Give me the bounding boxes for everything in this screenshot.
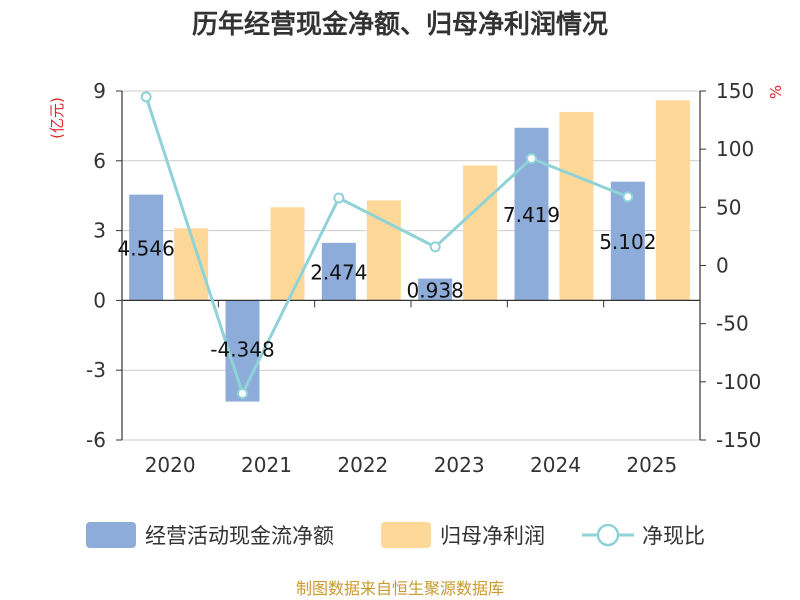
data-label-cash-flow: 0.938	[407, 278, 464, 302]
legend-swatch-ratio-marker	[596, 523, 620, 547]
right-tick-label: -150	[716, 428, 761, 452]
ratio-point	[622, 191, 634, 203]
legend-label-cash: 经营活动现金流净额	[145, 524, 334, 548]
right-tick-label: 50	[716, 195, 741, 219]
bar-net-profit	[366, 200, 401, 301]
data-label-cash-flow: 4.546	[118, 237, 175, 261]
data-label-cash-flow: 7.419	[503, 203, 560, 227]
data-label-cash-flow: 2.474	[310, 261, 367, 285]
ratio-point	[237, 387, 248, 399]
bar-cash-flow	[225, 300, 260, 402]
right-tick-label: -50	[716, 312, 749, 336]
legend-label-profit: 归母净利润	[440, 524, 545, 548]
tick-labels: 9 6 3 0 -3 -6 150 100 50 0 -50 -100 -150 2020 2021 2022…	[86, 79, 761, 477]
legend-swatch-profit	[381, 522, 431, 548]
right-tick-label: 150	[716, 79, 754, 103]
x-tick-label: 2023	[434, 453, 485, 477]
ratio-point	[429, 241, 441, 253]
right-axis-unit: %	[767, 85, 785, 99]
bar-net-profit	[463, 165, 498, 301]
source-note: 制图数据来自恒生聚源数据库	[296, 579, 504, 598]
ratio-point	[333, 192, 345, 204]
data-label-cash-flow: 5.102	[599, 230, 656, 254]
left-tick-label: 9	[93, 79, 106, 103]
legend: 经营活动现金流净额 归母净利润 净现比	[86, 522, 705, 548]
x-tick-label: 2025	[626, 453, 677, 477]
legend-swatch-cash	[86, 522, 136, 548]
left-axis-unit: (亿元)	[48, 97, 66, 139]
bar-cash-flow	[321, 242, 356, 301]
right-tick-label: -100	[716, 370, 761, 394]
bar-net-profit	[270, 207, 305, 301]
left-tick-label: 0	[93, 288, 106, 312]
ratio-series-line	[144, 96, 629, 398]
x-tick-label: 2020	[145, 453, 196, 477]
left-tick-label: -3	[86, 358, 106, 382]
bar-net-profit	[655, 100, 690, 301]
axes	[116, 90, 706, 441]
x-tick-label: 2021	[241, 453, 292, 477]
ratio-point	[526, 152, 537, 164]
bar-net-profit	[174, 228, 209, 301]
bar-cash-flow	[418, 278, 453, 301]
x-tick-label: 2024	[530, 453, 581, 477]
data-labels: 4.546 -4.348 2.474 0.938 7.419 5.102	[118, 203, 657, 361]
right-tick-label: 0	[716, 254, 729, 278]
right-tick-label: 100	[716, 137, 754, 161]
left-tick-label: -6	[86, 428, 106, 452]
left-tick-label: 3	[93, 219, 106, 243]
ratio-point	[140, 91, 152, 103]
legend-label-ratio: 净现比	[642, 524, 705, 548]
bar-cash-flow	[129, 194, 164, 301]
x-tick-label: 2022	[337, 453, 388, 477]
chart-title: 历年经营现金净额、归母净利润情况	[192, 9, 608, 40]
ratio-line	[140, 91, 634, 399]
bar-net-profit	[559, 111, 594, 301]
left-tick-label: 6	[93, 149, 106, 173]
grid	[122, 90, 700, 441]
data-label-cash-flow: -4.348	[210, 337, 274, 361]
